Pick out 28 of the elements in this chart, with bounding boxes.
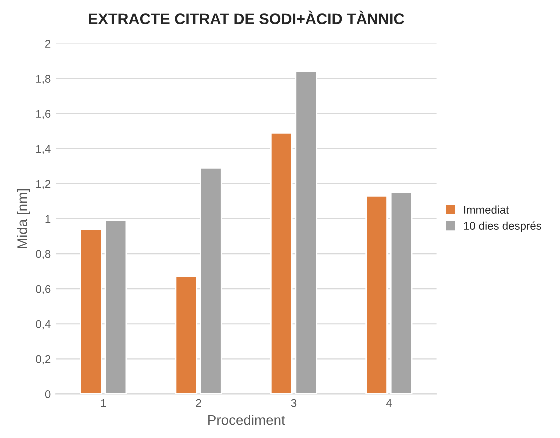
x-tick-label: 1 bbox=[101, 399, 106, 408]
legend-label: 10 dies després bbox=[464, 222, 542, 232]
y-tick-label: 1,6 bbox=[36, 110, 51, 120]
y-tick-label: 0,6 bbox=[36, 285, 51, 295]
y-tick-label: 0 bbox=[45, 390, 51, 398]
x-tick-label: 2 bbox=[196, 399, 202, 408]
legend-label: Immediat bbox=[464, 206, 510, 214]
x-axis-title: Procediment bbox=[208, 414, 286, 426]
y-tick-label: 0,4 bbox=[36, 320, 51, 330]
bar bbox=[295, 71, 318, 394]
y-tick-label: 1,8 bbox=[36, 75, 51, 84]
bar bbox=[80, 228, 102, 394]
bar bbox=[390, 192, 413, 394]
y-axis-title: Mida [nm] bbox=[17, 190, 30, 248]
bar bbox=[270, 132, 293, 394]
x-tick-label: 3 bbox=[291, 399, 297, 408]
y-tick-label: 0,2 bbox=[36, 355, 51, 365]
bar bbox=[104, 220, 128, 394]
y-tick-label: 1 bbox=[46, 215, 51, 224]
bar bbox=[366, 196, 388, 394]
y-tick-label: 1,2 bbox=[36, 180, 51, 190]
bar bbox=[200, 167, 222, 394]
y-tick-label: 2 bbox=[46, 40, 51, 48]
chart-title: EXTRACTE CITRAT DE SODI+ÀCID TÀNNIC bbox=[89, 10, 404, 25]
y-tick-label: 0,8 bbox=[36, 250, 51, 260]
x-tick-label: 4 bbox=[386, 399, 392, 408]
bar bbox=[175, 276, 198, 394]
y-tick-label: 1,4 bbox=[36, 145, 51, 154]
